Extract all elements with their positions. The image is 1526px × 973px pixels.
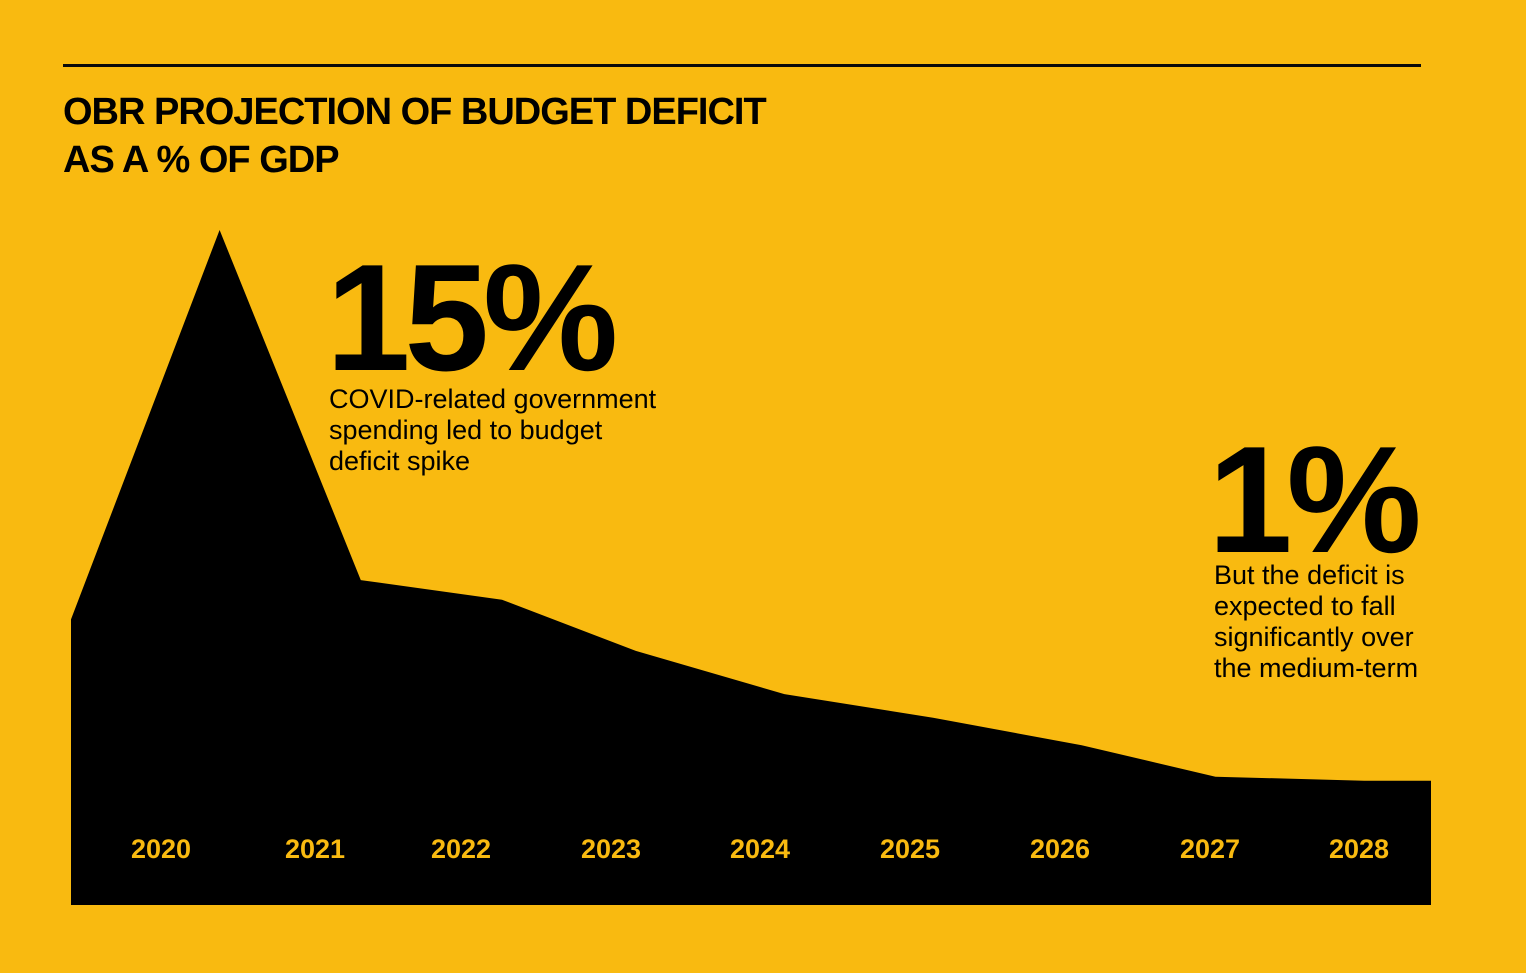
x-tick-label: 2024 <box>730 834 790 864</box>
peak-annotation-line: deficit spike <box>329 446 471 476</box>
deficit-area <box>71 230 1431 905</box>
top-rule <box>63 64 1421 67</box>
chart-title: OBR PROJECTION OF BUDGET DEFICIT AS A % … <box>63 88 963 184</box>
x-tick-label: 2028 <box>1329 834 1389 864</box>
x-tick-label: 2022 <box>431 834 491 864</box>
x-tick-label: 2027 <box>1180 834 1240 864</box>
end-annotation: But the deficit is expected to fall sign… <box>1214 560 1418 684</box>
end-annotation-line: expected to fall <box>1214 591 1396 621</box>
x-tick-label: 2026 <box>1030 834 1090 864</box>
chart-title-line-1: OBR PROJECTION OF BUDGET DEFICIT <box>63 91 767 133</box>
x-tick-label: 2023 <box>581 834 641 864</box>
chart-title-line-2: AS A % OF GDP <box>63 139 340 181</box>
x-axis-ticks: 2020 2021 2022 2023 2024 2025 2026 2027 2028 <box>131 834 1389 864</box>
x-tick-label: 2025 <box>880 834 940 864</box>
x-tick-label: 2020 <box>131 834 191 864</box>
peak-value-label: 15% <box>326 233 618 403</box>
end-value-label: 1% <box>1208 415 1422 585</box>
end-annotation-line: But the deficit is <box>1214 560 1405 590</box>
peak-annotation: COVID-related government spending led to… <box>329 384 656 477</box>
peak-annotation-line: spending led to budget <box>329 415 603 445</box>
end-annotation-line: the medium-term <box>1214 653 1419 683</box>
x-tick-label: 2021 <box>285 834 345 864</box>
peak-annotation-line: COVID-related government <box>329 384 657 414</box>
end-annotation-line: significantly over <box>1214 622 1414 652</box>
